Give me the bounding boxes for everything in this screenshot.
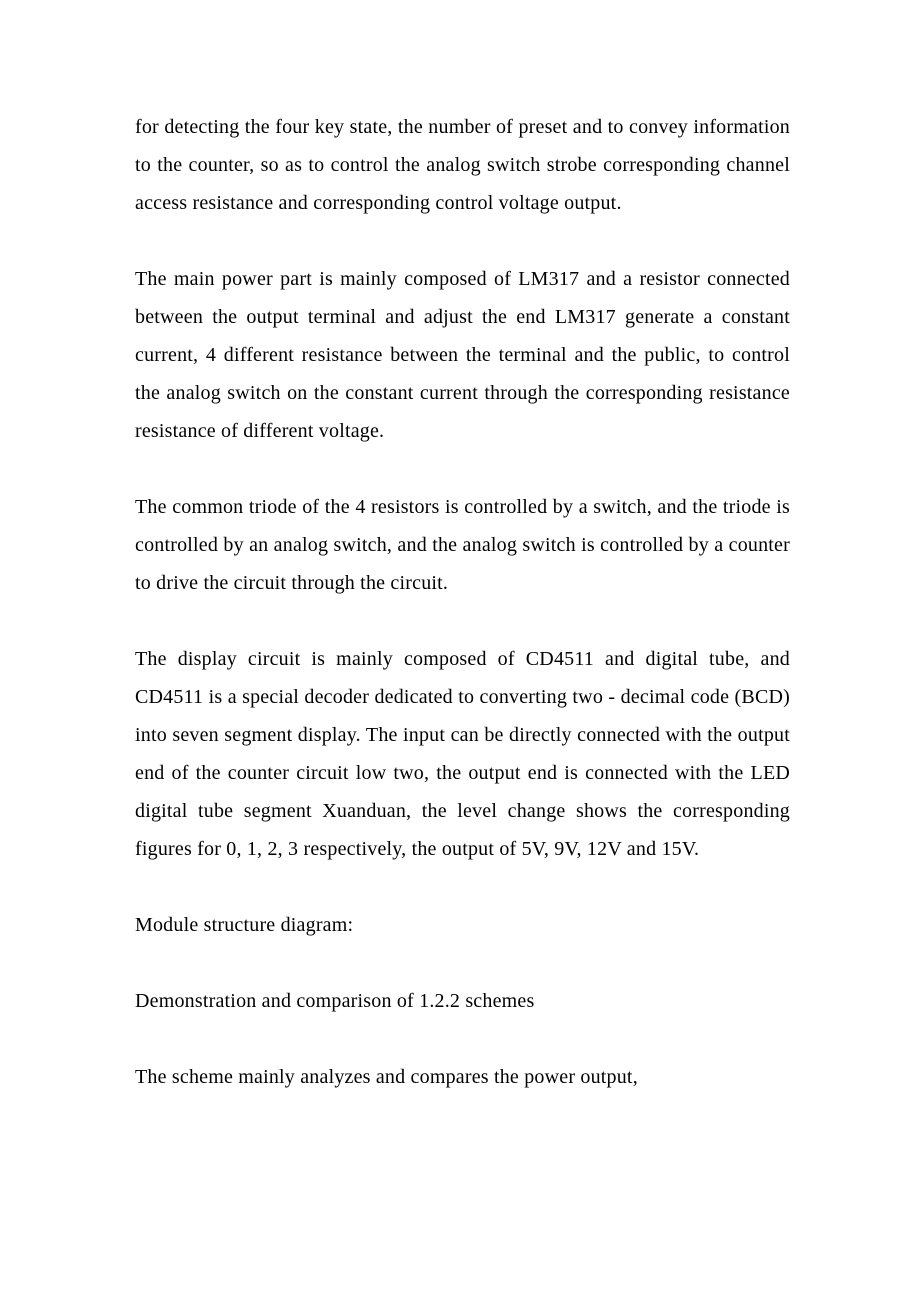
paragraph: Module structure diagram: (135, 906, 790, 944)
paragraph: The main power part is mainly composed o… (135, 260, 790, 450)
paragraph: The scheme mainly analyzes and compares … (135, 1058, 790, 1096)
paragraph: The common triode of the 4 resistors is … (135, 488, 790, 602)
paragraph: for detecting the four key state, the nu… (135, 108, 790, 222)
paragraph: The display circuit is mainly composed o… (135, 640, 790, 868)
document-page: for detecting the four key state, the nu… (0, 0, 920, 1302)
paragraph: Demonstration and comparison of 1.2.2 sc… (135, 982, 790, 1020)
